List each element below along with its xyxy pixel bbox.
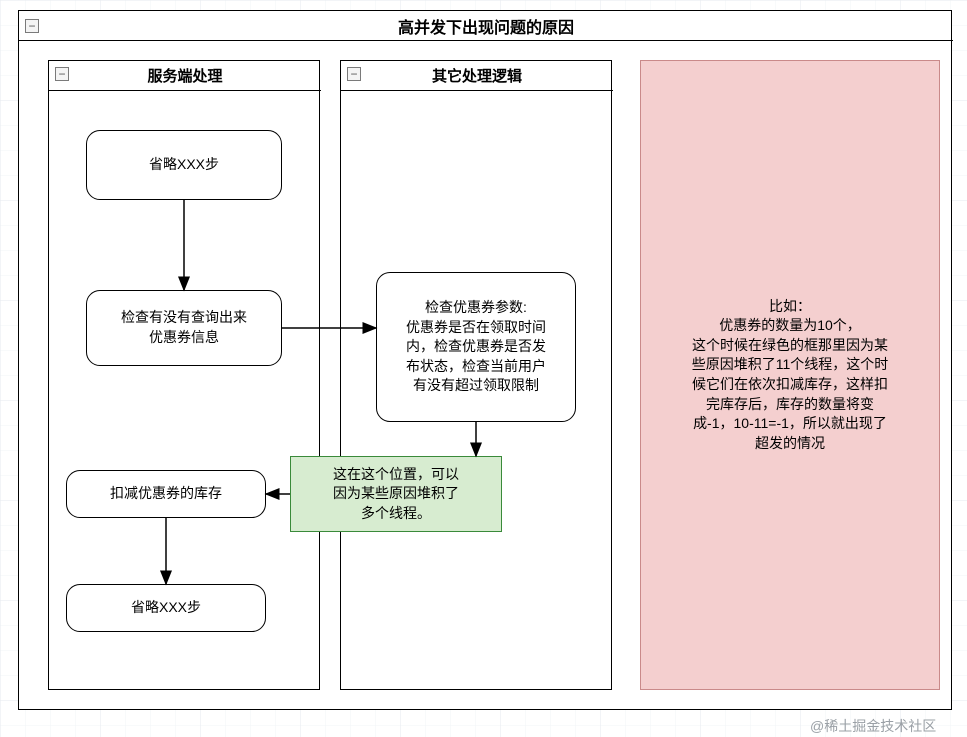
step-deduct-stock: 扣减优惠券的库存 <box>66 470 266 518</box>
step-omit-top-text: 省略XXX步 <box>149 155 219 175</box>
step-thread-pileup: 这在这个位置，可以因为某些原因堆积了多个线程。 <box>290 456 502 532</box>
step-deduct-stock-text: 扣减优惠券的库存 <box>110 484 222 504</box>
section-server-title-text: 服务端处理 <box>147 65 222 86</box>
example-note: 比如：优惠券的数量为10个，这个时候在绿色的框那里因为某些原因堆积了11个线程，… <box>640 60 940 690</box>
diagram-title-text: 高并发下出现问题的原因 <box>398 14 574 38</box>
section-other-title-text: 其它处理逻辑 <box>432 65 522 86</box>
step-omit-top: 省略XXX步 <box>86 130 282 200</box>
step-check-query-text: 检查有没有查询出来优惠券信息 <box>121 308 247 347</box>
step-check-params: 检查优惠券参数:优惠券是否在领取时间内，检查优惠券是否发布状态，检查当前用户有没… <box>376 272 576 422</box>
watermark-text: @稀土掘金技术社区 <box>810 718 936 734</box>
section-other-title: 其它处理逻辑 <box>341 61 613 91</box>
step-check-params-text: 检查优惠券参数:优惠券是否在领取时间内，检查优惠券是否发布状态，检查当前用户有没… <box>406 298 546 396</box>
step-omit-bottom: 省略XXX步 <box>66 584 266 632</box>
step-check-query: 检查有没有查询出来优惠券信息 <box>86 290 282 366</box>
example-note-text: 比如：优惠券的数量为10个，这个时候在绿色的框那里因为某些原因堆积了11个线程，… <box>692 297 889 454</box>
step-omit-bottom-text: 省略XXX步 <box>131 598 201 618</box>
watermark: @稀土掘金技术社区 <box>810 716 936 736</box>
diagram-title: 高并发下出现问题的原因 <box>19 11 953 41</box>
step-thread-pileup-text: 这在这个位置，可以因为某些原因堆积了多个线程。 <box>333 465 459 524</box>
section-server-title: 服务端处理 <box>49 61 321 91</box>
diagram-canvas: 高并发下出现问题的原因 服务端处理 其它处理逻辑 比如：优惠券的数量为10个，这… <box>0 0 967 737</box>
